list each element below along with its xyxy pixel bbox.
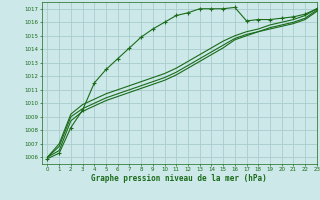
- X-axis label: Graphe pression niveau de la mer (hPa): Graphe pression niveau de la mer (hPa): [91, 174, 267, 183]
